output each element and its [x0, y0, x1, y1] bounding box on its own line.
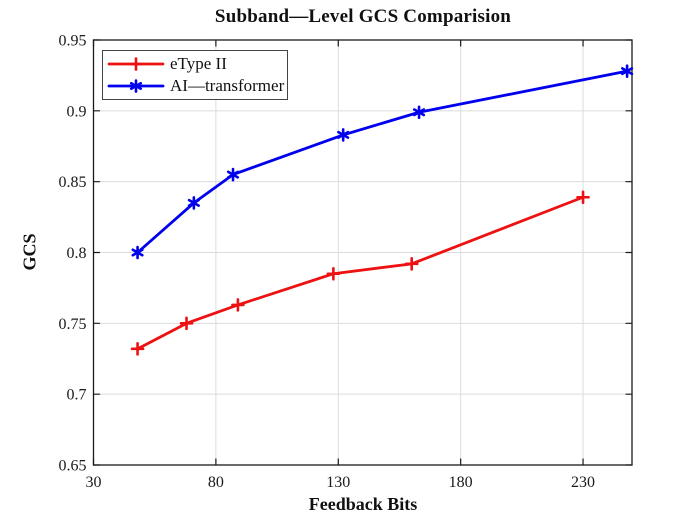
x-tick-label: 230 [571, 474, 595, 491]
y-tick-label: 0.95 [59, 33, 87, 50]
legend-label: AI—transformer [170, 76, 285, 96]
chart-title: Subband—Level GCS Comparision [214, 6, 512, 27]
legend-item-ai-transformer[interactable]: AI—transformer [107, 75, 285, 97]
legend: eType II AI—transformer [102, 50, 288, 100]
x-tick-label: 80 [208, 474, 224, 491]
x-tick-label: 180 [449, 474, 473, 491]
data-point-marker [337, 130, 350, 139]
y-tick-label: 0.85 [59, 174, 87, 191]
x-axis-label: Feedback Bits [308, 494, 418, 514]
series-line-ai-transformer [136, 69, 628, 254]
y-tick-label: 0.9 [67, 103, 87, 120]
y-tick-label: 0.8 [67, 245, 87, 262]
plus-marker-icon [107, 56, 165, 71]
legend-label: eType II [170, 53, 227, 73]
data-point-marker [187, 198, 200, 207]
y-tick-label: 0.65 [59, 458, 87, 475]
y-tick-label: 0.7 [67, 387, 87, 404]
y-tick-label: 0.75 [59, 316, 87, 333]
asterisk-marker-icon [107, 79, 165, 94]
x-tick-label: 30 [86, 474, 102, 491]
data-point-marker [131, 248, 144, 257]
data-point-marker [226, 170, 240, 179]
legend-item-etype2[interactable]: eType II [107, 53, 283, 75]
legend-marker [129, 82, 143, 91]
x-tick-label: 130 [326, 474, 350, 491]
series-line-etype-ii [136, 195, 584, 351]
data-point-marker [412, 108, 426, 117]
data-point-marker [621, 67, 634, 76]
